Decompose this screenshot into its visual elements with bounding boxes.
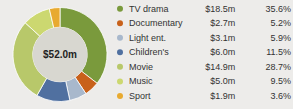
legend-percentage: 35.6% bbox=[265, 4, 291, 14]
legend-value: $2.7m bbox=[210, 18, 235, 28]
legend-value: $3.1m bbox=[210, 33, 235, 43]
chart: $52.0m TV drama $18.5m 35.6% Documentary $2.7… bbox=[0, 0, 293, 109]
legend-value: $14.9m bbox=[205, 62, 235, 72]
legend-dot bbox=[117, 49, 123, 55]
legend-category: Documentary bbox=[129, 18, 183, 28]
legend-percentage: 5.9% bbox=[270, 33, 291, 43]
center-label: $52.0m bbox=[43, 49, 77, 60]
legend-category: TV drama bbox=[129, 4, 169, 14]
legend-category: Music bbox=[129, 76, 153, 86]
slices bbox=[13, 8, 107, 102]
legend-percentage: 3.6% bbox=[270, 91, 291, 101]
legend-percentage: 5.2% bbox=[270, 18, 291, 28]
legend-value: $18.5m bbox=[205, 4, 235, 14]
legend-category: Children's bbox=[129, 47, 169, 57]
legend-dot bbox=[117, 93, 123, 99]
legend-value: $1.9m bbox=[210, 91, 235, 101]
legend-percentage: 11.5% bbox=[266, 47, 291, 57]
legend-percentage: 9.5% bbox=[270, 76, 291, 86]
legend-dot bbox=[117, 64, 123, 70]
legend-percentage: 28.7% bbox=[265, 62, 291, 72]
legend-category: Sport bbox=[129, 91, 151, 101]
legend-dot bbox=[117, 20, 123, 26]
legend-value: $6.0m bbox=[210, 47, 235, 57]
background bbox=[0, 0, 293, 109]
legend-category: Movie bbox=[129, 62, 153, 72]
legend: TV drama $18.5m 35.6% Documentary $2.7m 5.2% L… bbox=[117, 4, 291, 101]
legend-value: $5.0m bbox=[210, 76, 235, 86]
legend-dot bbox=[117, 78, 123, 84]
donut-hole bbox=[33, 27, 88, 82]
legend-dot bbox=[117, 35, 123, 41]
legend-category: Light ent. bbox=[129, 33, 166, 43]
legend-dot bbox=[117, 6, 123, 12]
slice bbox=[49, 8, 60, 28]
